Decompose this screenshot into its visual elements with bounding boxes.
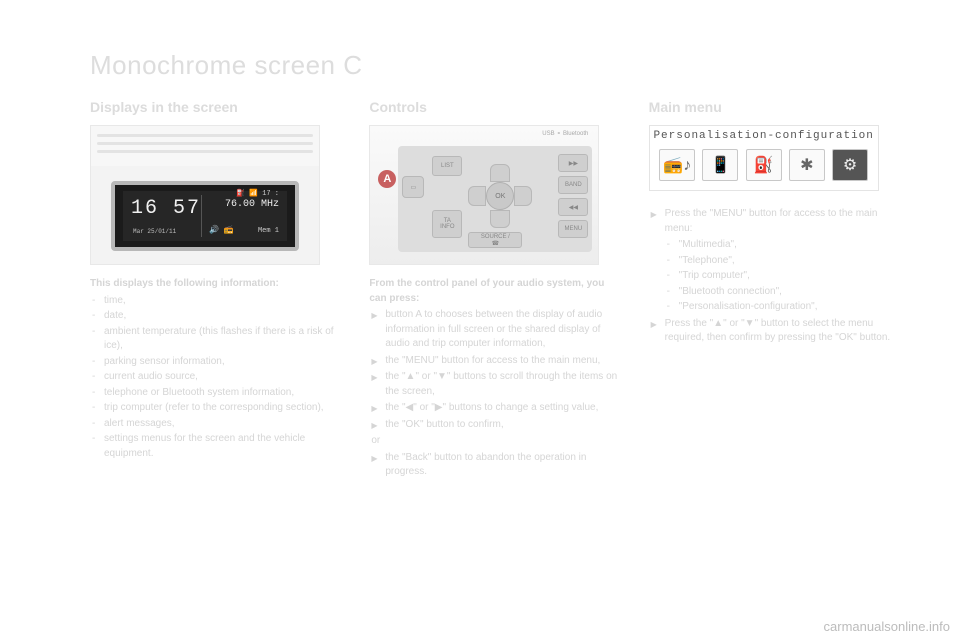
list-button[interactable]: LIST (432, 156, 462, 176)
col3-heading: Main menu (649, 99, 900, 115)
dpad-left[interactable] (468, 186, 486, 206)
list-item: time, (90, 294, 341, 309)
lcd-status-icons: ⛽ 📶 17 : (236, 189, 279, 198)
ta-info-button[interactable]: TA INFO (432, 210, 462, 238)
menu-cell[interactable]: ⛽ (746, 149, 782, 181)
menu-cell[interactable]: 📱 (702, 149, 738, 181)
seek-back-button[interactable]: ◀◀ (558, 198, 588, 216)
lcd-memory: Mem 1 (258, 227, 279, 235)
col3-list: Press the "MENU" button for access to th… (649, 207, 900, 346)
col2-heading: Controls (369, 99, 620, 115)
col1-intro: This displays the following information: (90, 277, 341, 292)
watermark: carmanualsonline.info (824, 619, 950, 634)
menu-cell[interactable]: ✱ (789, 149, 825, 181)
list-item: telephone or Bluetooth system informatio… (90, 386, 341, 401)
list-sub-item: "Trip computer", (665, 269, 900, 284)
list-sub-item: "Telephone", (665, 254, 900, 269)
list-item: parking sensor information, (90, 355, 341, 370)
dpad: OK (468, 164, 532, 228)
panel-top-labels: USB ⚬ Bluetooth (542, 130, 588, 137)
list-item: Press the "▲" or "▼" button to select th… (649, 317, 900, 346)
screen-icon: ▭ (410, 184, 416, 191)
list-item: ambient temperature (this flashes if the… (90, 325, 341, 354)
col2-list: button A to chooses between the display … (369, 308, 620, 480)
list-item: Press the "MENU" button for access to th… (649, 207, 900, 315)
list-item: or (369, 434, 620, 449)
button-a-display-toggle[interactable]: ▭ (402, 176, 424, 198)
dpad-right[interactable] (514, 186, 532, 206)
list-item: button A to chooses between the display … (369, 308, 620, 352)
menu-cell[interactable]: 📻♪ (659, 149, 695, 181)
dpad-up[interactable] (490, 164, 510, 182)
figure-dashboard-lcd: ⛽ 📶 17 : 16 57 Mar 25/01/11 76.00 MHz 🔊 … (90, 125, 320, 265)
list-item: trip computer (refer to the correspondin… (90, 401, 341, 416)
lcd-frequency: 76.00 MHz (225, 199, 279, 210)
band-button[interactable]: BAND (558, 176, 588, 194)
lcd-bottom-icons: 🔊 📻 (209, 225, 234, 235)
list-sub-item: "Personalisation-configuration", (665, 300, 900, 315)
list-sub-item: "Bluetooth connection", (665, 285, 900, 300)
col1-list: time,date,ambient temperature (this flas… (90, 294, 341, 462)
list-sub-item: "Multimedia", (665, 238, 900, 253)
col1-heading: Displays in the screen (90, 99, 341, 115)
columns: Displays in the screen ⛽ 📶 17 : 16 57 Ma… (90, 99, 900, 482)
col2-intro: From the control panel of your audio sys… (369, 277, 620, 306)
list-item: the "▲" or "▼" buttons to scroll through… (369, 370, 620, 399)
col-main-menu: Main menu Personalisation-configuration … (649, 99, 900, 482)
menu-cell[interactable]: ⚙ (832, 149, 868, 181)
ok-button[interactable]: OK (486, 182, 514, 210)
lcd-date: Mar 25/01/11 (133, 228, 176, 235)
figure-control-panel: USB ⚬ Bluetooth A ▭ LIST TA INFO SOURCE … (369, 125, 599, 265)
page-title: Monochrome screen C (90, 50, 900, 81)
list-item: the "MENU" button for access to the main… (369, 354, 620, 369)
col-controls: Controls USB ⚬ Bluetooth A ▭ LIST TA INF… (369, 99, 620, 482)
seek-forward-button[interactable]: ▶▶ (558, 154, 588, 172)
list-item: alert messages, (90, 417, 341, 432)
figure-menu-strip: Personalisation-configuration 📻♪📱⛽✱⚙ (649, 125, 879, 191)
source-phone-button[interactable]: SOURCE / ☎ (468, 232, 522, 248)
menu-strip-title: Personalisation-configuration (650, 126, 878, 144)
menu-button[interactable]: MENU (558, 220, 588, 238)
list-item: the "Back" button to abandon the operati… (369, 451, 620, 480)
col-displays: Displays in the screen ⛽ 📶 17 : 16 57 Ma… (90, 99, 341, 482)
list-item: current audio source, (90, 370, 341, 385)
list-item: the "OK" button to confirm, (369, 418, 620, 433)
list-item: the "◀" or "▶" buttons to change a setti… (369, 401, 620, 416)
list-item: date, (90, 309, 341, 324)
dpad-down[interactable] (490, 210, 510, 228)
lcd-clock: 16 57 (131, 197, 201, 220)
list-item: settings menus for the screen and the ve… (90, 432, 341, 461)
